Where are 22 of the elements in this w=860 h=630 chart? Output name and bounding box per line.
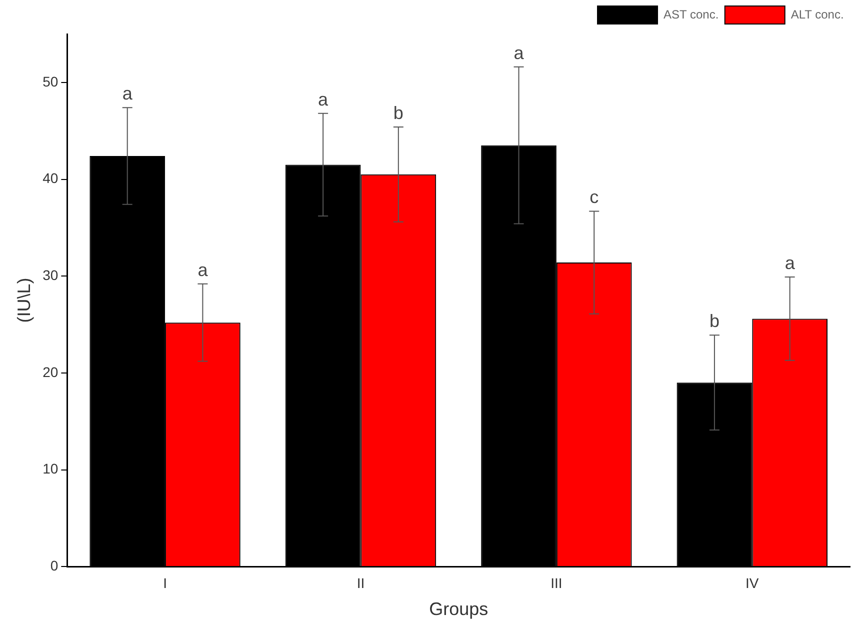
annotation: a [514,42,525,63]
x-tick-label: IV [746,574,760,591]
y-tick-label: 0 [50,557,58,574]
annotation: b [393,102,404,123]
x-tick-label: III [550,574,562,591]
x-tick-label: II [356,574,365,591]
x-axis-title: Groups [429,599,488,620]
legend-label: ALT conc. [790,7,844,22]
annotation: a [784,253,796,274]
annotation: a [318,89,330,110]
annotation: c [590,187,599,208]
legend-label: AST conc. [664,7,719,22]
annotation: b [709,311,720,332]
y-tick-label: 10 [42,460,58,477]
y-axis-title: (IU\L) [14,278,34,323]
x-tick-label: I [163,574,167,591]
annotation: a [122,84,134,104]
y-tick-label: 30 [42,266,58,283]
y-tick-label: 40 [42,170,58,186]
annotation: a [198,260,209,280]
y-tick-label: 20 [42,364,58,380]
y-tick-label: 50 [42,73,58,90]
